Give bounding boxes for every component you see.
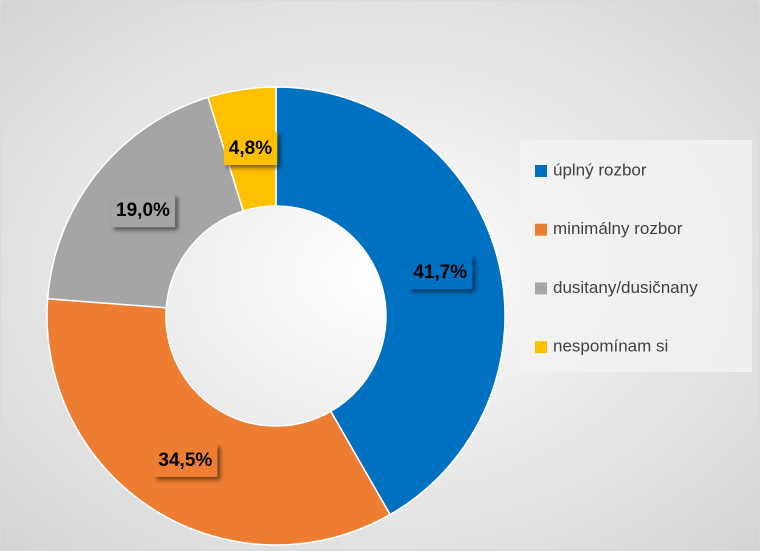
- legend-label: dusitany/dusičnany: [553, 278, 698, 297]
- legend-marker: [535, 341, 547, 354]
- legend-label: minimálny rozbor: [553, 219, 683, 238]
- value-label: 34,5%: [158, 450, 212, 471]
- legend-marker: [535, 282, 547, 295]
- legend-box: [520, 140, 752, 372]
- value-label-box: [408, 256, 473, 290]
- legend-label: nespomínam si: [553, 337, 668, 356]
- value-label: 41,7%: [413, 262, 467, 283]
- value-label: 4,8%: [229, 138, 272, 159]
- value-label: 19,0%: [116, 200, 170, 221]
- value-label-box: [111, 194, 176, 228]
- legend-marker: [535, 165, 547, 177]
- value-label-box: [223, 131, 278, 165]
- legend-label: úplný rozbor: [553, 160, 647, 179]
- donut-slice: [275, 86, 506, 516]
- value-label-box: [153, 443, 218, 477]
- donut-slice: [46, 297, 392, 546]
- legend-marker: [535, 223, 547, 236]
